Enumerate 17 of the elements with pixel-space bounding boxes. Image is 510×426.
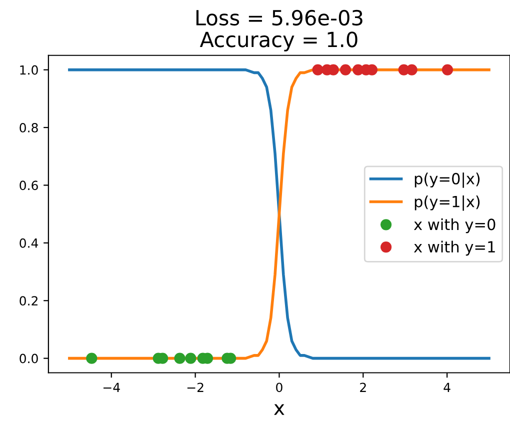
x-tick-label: 0 (276, 382, 282, 392)
x-tick-label: −2 (187, 382, 204, 392)
x-tick-label: −4 (104, 382, 120, 392)
y-tick-label: 0.8 (20, 122, 38, 132)
legend-label: x with y=0 (414, 218, 496, 234)
y-tick-label: 0.0 (20, 354, 38, 364)
y-tick-label: 0.4 (20, 238, 38, 248)
x-axis-title: x (274, 404, 284, 415)
legend-label: x with y=1 (414, 240, 495, 256)
legend-label: p(y=0|x) (414, 172, 480, 188)
x-tick-label: 2 (360, 382, 366, 392)
y-tick-label: 1.0 (20, 65, 38, 75)
x-tick-label: 4 (444, 382, 450, 392)
y-tick-label: 0.2 (20, 296, 38, 306)
chart-title: Loss = 5.96e-03 Accuracy = 1.0 (196, 10, 362, 52)
legend-label: p(y=1|x) (414, 195, 480, 211)
y-tick-label: 0.6 (20, 180, 38, 190)
